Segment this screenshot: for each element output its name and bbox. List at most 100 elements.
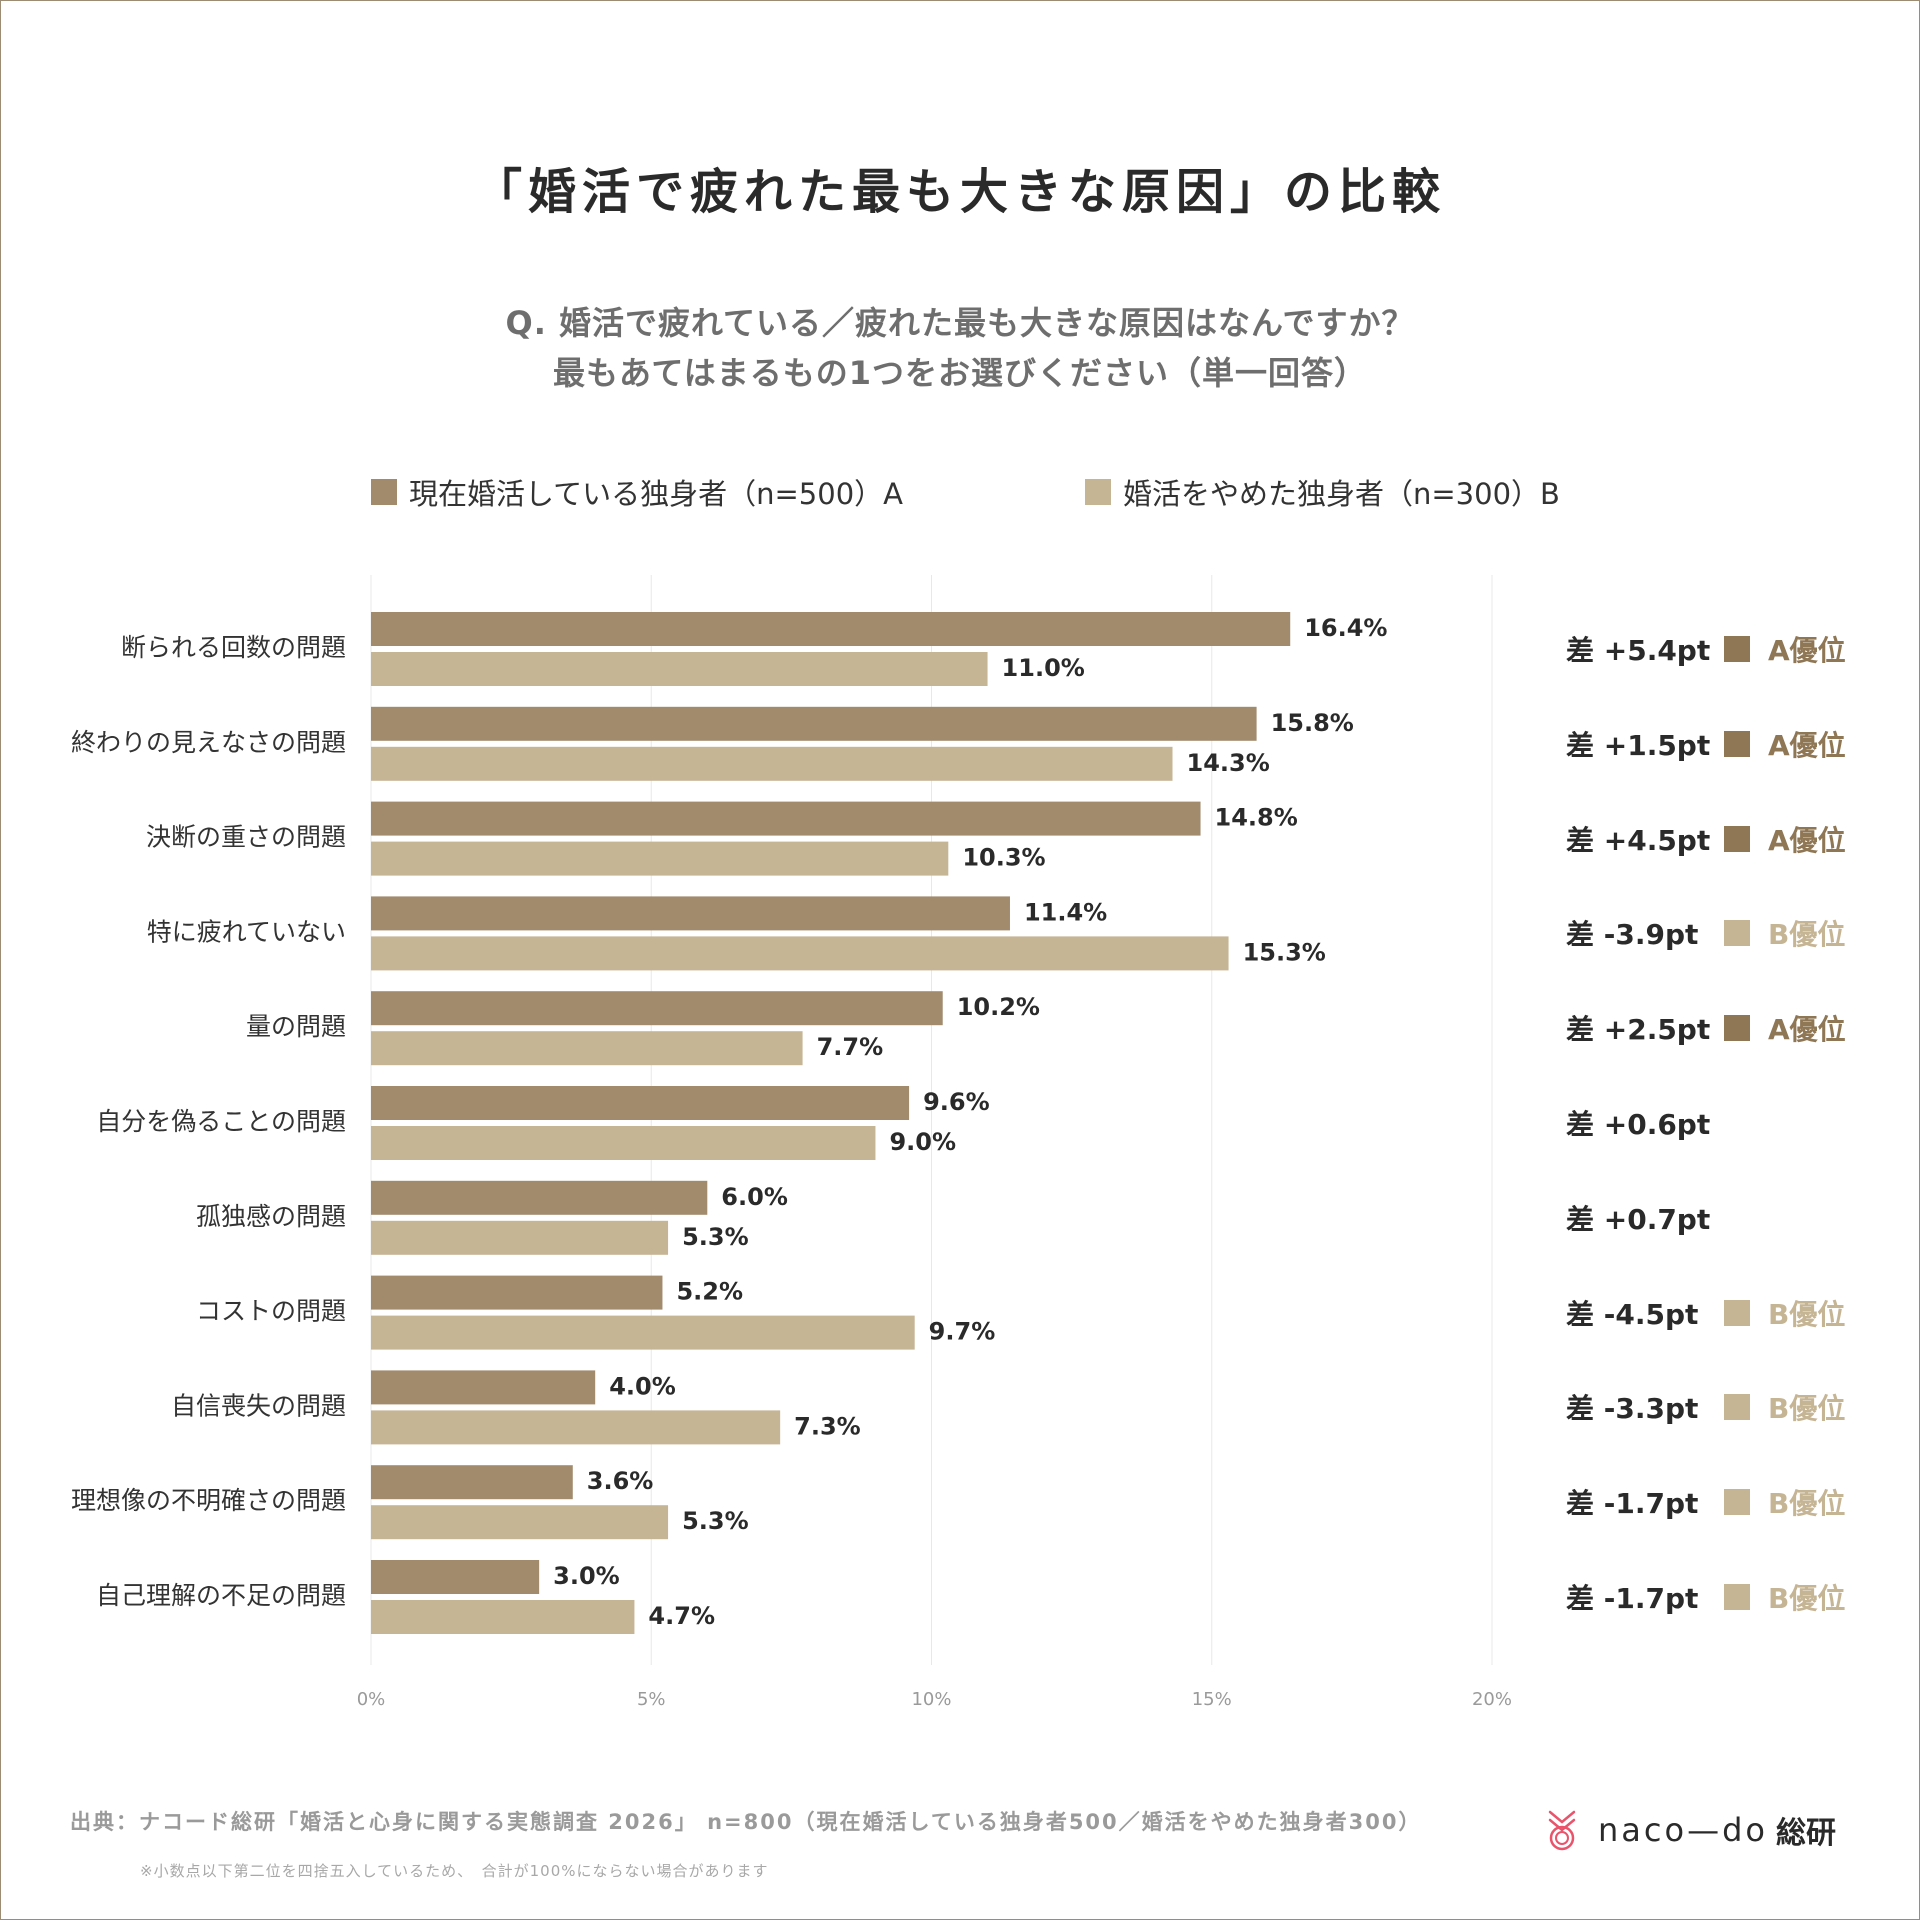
value-label-b: 10.3% [962, 844, 1045, 872]
bar-a [371, 706, 1257, 741]
bar-a [371, 991, 943, 1026]
value-label-a: 14.8% [1215, 804, 1298, 832]
advantage-swatch [1724, 1394, 1750, 1421]
value-label-a: 16.4% [1304, 614, 1387, 642]
advantage-label: B優位 [1768, 918, 1846, 952]
category-label: 終わりの見えなさの問題 [71, 728, 346, 757]
advantage-label: A優位 [1768, 728, 1846, 762]
difference-row: 差 +2.5pt A優位 [1566, 1008, 1846, 1048]
category-label: 孤独感の問題 [196, 1202, 346, 1231]
advantage-swatch [1724, 1489, 1750, 1516]
advantage-swatch [1724, 1299, 1750, 1326]
difference-row: 差 -1.7pt B優位 [1566, 1577, 1845, 1617]
question-line-2: 最もあてはまるもの1つをお選びください（単一回答） [553, 354, 1367, 392]
value-label-a: 5.2% [676, 1278, 743, 1306]
category-label: 理想像の不明確さの問題 [71, 1486, 346, 1515]
difference-value: 差 +4.5pt [1566, 823, 1711, 857]
category-label: 自己理解の不足の問題 [96, 1581, 346, 1610]
bar-b [371, 746, 1173, 781]
bar-a [371, 1560, 540, 1594]
legend-label-b: 婚活をやめた独身者（n=300）B [1123, 477, 1560, 511]
legend-swatch-b [1085, 479, 1111, 505]
difference-row: 差 -1.7pt B優位 [1566, 1482, 1845, 1522]
bar-a [371, 1465, 573, 1500]
value-label-b: 7.3% [794, 1412, 861, 1440]
bar-b [371, 1600, 635, 1634]
difference-row: 差 +0.7pt [1566, 1198, 1716, 1238]
question-text: Q. 婚活で疲れている／疲れた最も大きな原因はなんですか？ 最もあてはまるもの1… [0, 298, 1920, 398]
advantage-swatch [1724, 1015, 1750, 1042]
value-label-a: 4.0% [609, 1372, 676, 1400]
source-text: 出典：ナコード総研「婚活と心身に関する実態調査 2026」 n=800（現在婚活… [70, 1810, 1422, 1834]
value-label-a: 3.6% [587, 1467, 654, 1495]
value-label-a: 3.0% [553, 1562, 620, 1590]
bar-a [371, 612, 1291, 646]
bar-b [371, 1220, 669, 1255]
value-label-a: 9.6% [923, 1088, 990, 1116]
value-label-b: 5.3% [682, 1223, 749, 1251]
category-label: 自分を偽ることの問題 [96, 1107, 346, 1136]
difference-row: 差 -4.5pt B優位 [1566, 1293, 1845, 1333]
bar-b [371, 652, 988, 686]
legend-label-a: 現在婚活している独身者（n=500）A [409, 477, 903, 511]
difference-value: 差 -1.7pt [1566, 1582, 1699, 1615]
advantage-label: A優位 [1768, 1013, 1846, 1047]
bar-a [371, 1370, 596, 1405]
difference-value: 差 -1.7pt [1566, 1487, 1699, 1521]
value-label-a: 15.8% [1271, 709, 1354, 737]
category-label: 断られる回数の問題 [121, 633, 346, 662]
advantage-swatch [1724, 730, 1750, 757]
difference-row: 差 -3.9pt B優位 [1566, 913, 1845, 953]
legend-item-b: 婚活をやめた独身者（n=300）B [1085, 472, 1560, 512]
value-label-b: 4.7% [648, 1602, 715, 1630]
bar-b [371, 1505, 669, 1540]
advantage-swatch [1724, 636, 1750, 662]
x-tick-label: 10% [911, 1689, 951, 1710]
value-label-b: 14.3% [1187, 749, 1270, 777]
x-tick-label: 5% [637, 1689, 666, 1710]
difference-value: 差 +1.5pt [1566, 728, 1711, 762]
value-label-b: 15.3% [1243, 938, 1326, 966]
advantage-swatch [1724, 1584, 1750, 1610]
difference-value: 差 +5.4pt [1566, 634, 1711, 667]
brand-logo: naco—do 総研 [1542, 1808, 1836, 1852]
difference-row: 差 +0.6pt [1566, 1103, 1716, 1143]
x-tick-label: 0% [357, 1689, 386, 1710]
advantage-label: A優位 [1768, 823, 1846, 857]
category-label: 量の問題 [246, 1012, 346, 1041]
bar-a [371, 1086, 910, 1120]
bar-b [371, 1031, 803, 1066]
category-label: 自信喪失の問題 [171, 1391, 346, 1420]
bar-b [371, 841, 949, 876]
category-label: 特に疲れていない [147, 917, 346, 946]
advantage-label: B優位 [1768, 1392, 1846, 1426]
value-label-a: 10.2% [957, 993, 1040, 1021]
difference-row: 差 +5.4pt A優位 [1566, 629, 1846, 669]
value-label-b: 11.0% [1002, 654, 1085, 682]
x-tick-label: 20% [1472, 1689, 1512, 1710]
naco-do-logo-icon [1548, 1810, 1576, 1851]
value-label-b: 9.7% [929, 1318, 996, 1346]
x-tick-label: 15% [1192, 1689, 1232, 1710]
value-label-a: 6.0% [721, 1183, 788, 1211]
value-label-b: 5.3% [682, 1507, 749, 1535]
bar-b [371, 1315, 915, 1350]
difference-row: 差 +4.5pt A優位 [1566, 819, 1846, 859]
category-label: コストの問題 [196, 1297, 346, 1326]
difference-value: 差 -4.5pt [1566, 1297, 1699, 1331]
bar-a [371, 1180, 708, 1215]
bar-a [371, 801, 1201, 836]
advantage-swatch [1724, 920, 1750, 947]
legend-item-a: 現在婚活している独身者（n=500）A [371, 472, 903, 512]
difference-value: 差 +2.5pt [1566, 1013, 1711, 1047]
bar-a [371, 1275, 663, 1310]
advantage-label: A優位 [1768, 634, 1846, 667]
advantage-label: B優位 [1768, 1487, 1846, 1521]
advantage-label: B優位 [1768, 1297, 1846, 1331]
logo-suffix: 総研 [1775, 1816, 1836, 1851]
difference-row: 差 +1.5pt A優位 [1566, 724, 1846, 764]
question-line-1: Q. 婚活で疲れている／疲れた最も大きな原因はなんですか？ [505, 304, 1415, 342]
bar-b [371, 936, 1229, 971]
difference-value: 差 +0.6pt [1566, 1108, 1711, 1141]
